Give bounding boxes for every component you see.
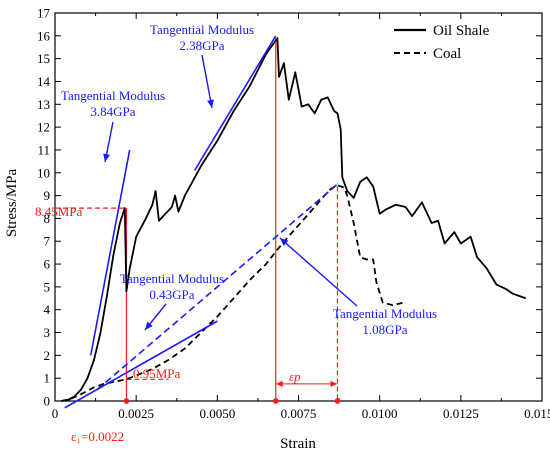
y-tick-label: 5 xyxy=(44,279,51,294)
epsilon-p-arrow-right xyxy=(330,380,338,387)
legend-coal-label: Coal xyxy=(433,46,461,62)
arrow-1-08gpa xyxy=(279,237,358,307)
y-tick-label: 14 xyxy=(37,74,51,89)
annotation-8-45mpa: 8.45MPa xyxy=(35,204,83,219)
series-oil-shale-line xyxy=(61,37,527,402)
arrow-1-08gpa-head xyxy=(280,238,289,246)
y-tick-label: 15 xyxy=(37,51,50,66)
y-tick-label: 10 xyxy=(37,165,50,180)
annotation-0-95mpa: 0.95MPa xyxy=(133,366,181,381)
x-tick-label: 0.0150 xyxy=(524,406,550,421)
tangent-1-08gpa xyxy=(96,183,338,391)
arrow-2-38gpa xyxy=(201,54,213,109)
annotation-epsilon-1: ε₁=0.0022 xyxy=(71,429,124,444)
annotation-3-84-value: 3.84GPa xyxy=(90,104,135,119)
y-tick-label: 1 xyxy=(44,371,51,386)
tangent-0-43gpa xyxy=(64,320,218,409)
x-axis-marker xyxy=(272,398,279,404)
legend-oil-shale-label: Oil Shale xyxy=(433,23,490,39)
guide-lines-layer xyxy=(55,38,341,404)
y-tick-label: 4 xyxy=(44,302,51,317)
legend: Oil Shale Coal xyxy=(394,23,490,62)
annotation-3-84gpa: Tangential Modulus 3.84GPa xyxy=(61,88,165,119)
annotation-0-43-title: Tangential Modulus xyxy=(120,271,224,286)
annotation-0-43gpa: Tangential Modulus 0.43GPa xyxy=(120,271,224,302)
x-tick-label: 0.0050 xyxy=(199,406,235,421)
annotation-2-38-value: 2.38GPa xyxy=(179,38,224,53)
y-axis-label: Stress/MPa xyxy=(4,168,20,237)
y-tick-label: 16 xyxy=(37,28,51,43)
tangent-3-84gpa xyxy=(89,149,131,356)
x-tick-label: 0.0025 xyxy=(118,406,154,421)
y-tick-label: 7 xyxy=(44,234,51,249)
annotation-0-43-value: 0.43GPa xyxy=(149,287,194,302)
arrow-2-38gpa-head xyxy=(207,99,214,108)
y-tick-label: 9 xyxy=(44,188,51,203)
arrow-3-84gpa-head xyxy=(103,153,111,162)
x-tick-label: 0 xyxy=(52,406,59,421)
x-axis-marker xyxy=(334,398,341,404)
x-axis-marker xyxy=(123,398,130,404)
y-tick-label: 17 xyxy=(37,6,51,21)
annotation-1-08-value: 1.08GPa xyxy=(362,322,407,337)
y-tick-label: 0 xyxy=(44,394,51,409)
x-tick-label: 0.0125 xyxy=(443,406,479,421)
annotation-epsilon-p: εp xyxy=(289,369,301,384)
y-tick-label: 3 xyxy=(44,325,51,340)
tangent-2-38gpa xyxy=(193,35,277,171)
annotation-2-38-title: Tangential Modulus xyxy=(150,22,254,37)
x-tick-label: 0.0075 xyxy=(281,406,317,421)
y-tick-label: 13 xyxy=(37,97,50,112)
x-tick-label: 0.0100 xyxy=(362,406,398,421)
y-tick-label: 12 xyxy=(37,120,50,135)
y-tick-label: 11 xyxy=(37,142,50,157)
annotation-3-84-title: Tangential Modulus xyxy=(61,88,165,103)
annotation-2-38gpa: Tangential Modulus 2.38GPa xyxy=(150,22,254,53)
annotation-1-08gpa: Tangential Modulus 1.08GPa xyxy=(333,306,437,337)
series-layer xyxy=(61,37,527,402)
arrow-0-43gpa-head xyxy=(145,321,153,330)
plot-frame xyxy=(54,12,543,402)
x-axis-label: Strain xyxy=(280,436,316,452)
axes-layer: 00.00250.00500.00750.01000.01250.0150012… xyxy=(37,6,550,422)
y-tick-label: 2 xyxy=(44,348,51,363)
y-tick-label: 6 xyxy=(44,257,51,272)
annotation-1-08-title: Tangential Modulus xyxy=(333,306,437,321)
epsilon-p-arrow-left xyxy=(275,380,283,387)
series-coal-line xyxy=(61,184,403,402)
y-tick-label: 8 xyxy=(44,211,51,226)
annotation-layer xyxy=(64,35,358,409)
